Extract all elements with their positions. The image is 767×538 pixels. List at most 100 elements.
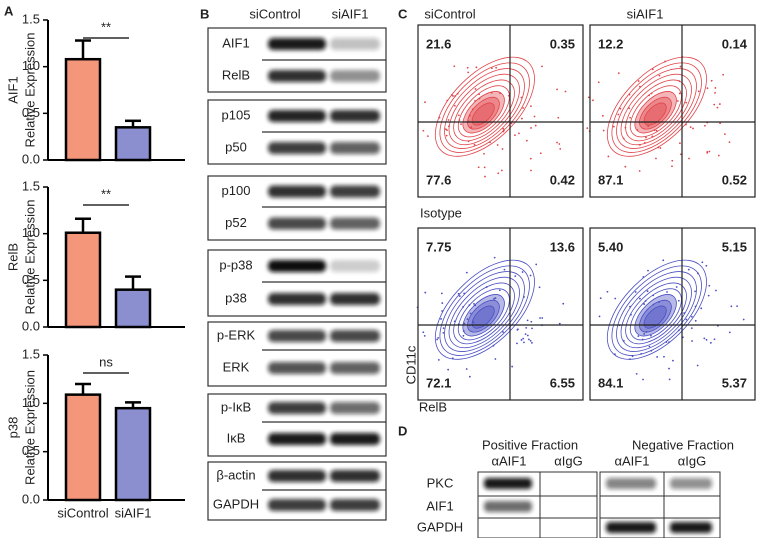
blot-label: β-actin: [216, 467, 255, 482]
event-dot: [539, 152, 542, 155]
event-dot: [650, 334, 652, 337]
quadrant-percent: 0.52: [722, 172, 747, 187]
event-dot: [445, 134, 448, 137]
event-dot: [678, 92, 681, 95]
contour: [471, 305, 495, 329]
contour: [620, 276, 692, 349]
column-header: αIgG: [678, 453, 706, 468]
event-dot: [587, 96, 590, 99]
event-dot: [447, 368, 450, 371]
event-dot: [635, 372, 638, 375]
event-dot: [645, 136, 647, 139]
blot-band: [330, 293, 380, 305]
event-dot: [494, 297, 497, 299]
blot-band: [268, 470, 326, 482]
event-dot: [736, 305, 738, 308]
contour: [448, 276, 520, 349]
contour: [453, 282, 515, 345]
event-dot: [517, 328, 519, 331]
event-dot: [719, 122, 721, 125]
event-dot: [671, 159, 674, 162]
event-dot: [689, 126, 692, 129]
event-dot: [642, 378, 644, 381]
contour: [444, 271, 525, 352]
event-dot: [440, 318, 442, 320]
blot-band: [330, 470, 380, 482]
event-dot: [715, 289, 717, 292]
event-dot: [523, 341, 525, 344]
event-dot: [525, 326, 528, 329]
event-dot: [437, 336, 440, 339]
event-dot: [668, 378, 671, 381]
blot-band: [606, 522, 656, 533]
row-label: PKC: [427, 475, 454, 490]
blot-cell: [539, 517, 598, 538]
event-dot: [477, 166, 480, 169]
event-dot: [451, 357, 454, 360]
y-axis-label: Relative Expression: [22, 33, 37, 148]
blot-band: [330, 499, 380, 511]
event-dot: [511, 365, 514, 368]
quadrant-percent: 7.75: [426, 239, 451, 254]
blot-band: [484, 478, 532, 489]
event-dot: [730, 305, 733, 308]
event-dot: [529, 274, 532, 277]
blot-band: [670, 478, 712, 489]
event-dot: [473, 302, 475, 305]
event-dot: [501, 148, 504, 150]
event-dot: [502, 127, 505, 130]
event-dot: [710, 79, 713, 82]
panel-label: D: [398, 423, 407, 438]
event-dot: [529, 157, 532, 160]
event-dot: [713, 103, 716, 106]
event-dot: [706, 87, 709, 90]
blot-band: [268, 142, 326, 154]
event-dot: [639, 297, 641, 300]
blot-band: [268, 402, 326, 414]
event-dot: [651, 68, 654, 71]
event-dot: [629, 116, 632, 119]
event-dot: [619, 107, 622, 110]
y-tick-label: 0.0: [22, 491, 40, 506]
y-tick-label: 0.0: [22, 318, 40, 333]
event-dot: [685, 318, 688, 321]
event-dot: [460, 123, 462, 126]
event-dot: [697, 90, 700, 93]
y-axis-label: Relative Expression: [22, 370, 37, 485]
y-tick-label: 0.0: [22, 151, 40, 166]
event-dot: [521, 117, 523, 120]
event-dot: [662, 259, 665, 262]
event-dot: [514, 275, 517, 278]
event-dot: [556, 88, 558, 91]
blot-band: [330, 362, 380, 374]
event-dot: [470, 126, 473, 129]
x-tick-label: siControl: [57, 505, 108, 520]
quadrant-percent: 21.6: [426, 36, 451, 51]
event-dot: [525, 139, 528, 142]
event-dot: [527, 338, 530, 341]
contour: [639, 96, 672, 130]
event-dot: [437, 359, 440, 361]
event-dot: [659, 147, 662, 149]
plot-frame: [589, 227, 756, 401]
event-dot: [685, 101, 688, 104]
blot-band: [330, 110, 380, 122]
panel-label: A: [4, 3, 14, 18]
event-dot: [663, 355, 665, 358]
y-axis-label: CD11c: [403, 345, 418, 384]
event-dot: [498, 289, 501, 292]
blot-cell: [663, 495, 721, 519]
blot-cell: [539, 471, 598, 497]
event-dot: [709, 341, 712, 344]
event-dot: [638, 170, 641, 172]
contour: [467, 96, 500, 130]
event-dot: [559, 147, 562, 150]
event-dot: [500, 169, 503, 172]
blot-band: [268, 38, 326, 50]
quadrant-percent: 87.1: [598, 172, 623, 187]
contour: [616, 68, 697, 149]
fraction-header: Positive Fraction: [482, 437, 578, 452]
event-dot: [728, 331, 731, 334]
quadrant-percent: 84.1: [598, 375, 623, 390]
